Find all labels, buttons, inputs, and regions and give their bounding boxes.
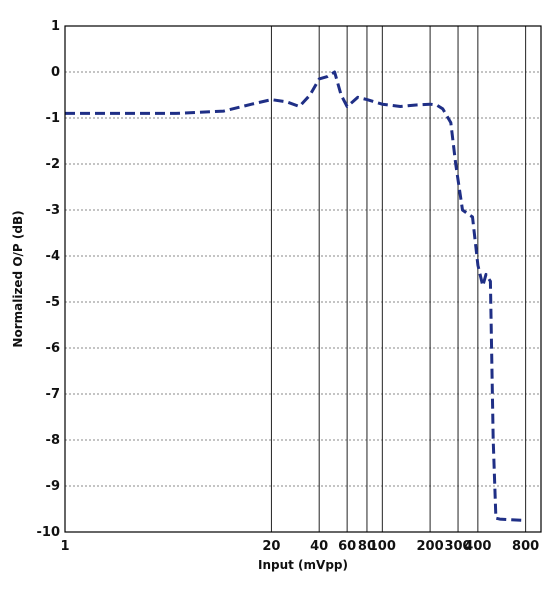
x-tick-label: 400	[464, 539, 491, 554]
y-axis-label: Normalized O/P (dB)	[11, 210, 25, 347]
x-axis-label: Input (mVpp)	[258, 558, 348, 572]
y-tick-label: -8	[46, 433, 60, 448]
x-tick-label: 300	[444, 539, 471, 554]
y-tick-label: 1	[51, 19, 60, 34]
y-tick-label: -6	[46, 341, 60, 356]
y-tick-label: -10	[37, 525, 61, 540]
y-tick-label: -3	[46, 203, 60, 218]
y-tick-label: 0	[51, 65, 60, 80]
plot-frame	[64, 25, 542, 533]
series-layer	[65, 70, 526, 522]
x-tick-label: 20	[262, 539, 280, 554]
y-tick-label: -2	[46, 157, 60, 172]
x-tick-label: 80	[358, 539, 376, 554]
x-tick-label: 1	[60, 539, 69, 554]
y-tick-label: -9	[46, 479, 60, 494]
y-tick-label: -7	[46, 387, 60, 402]
x-tick-label: 60	[338, 539, 356, 554]
y-tick-label: -4	[46, 249, 60, 264]
x-tick-label: 40	[310, 539, 328, 554]
grid-layer	[64, 25, 541, 533]
x-tick-label: 100	[369, 539, 396, 554]
series-line-0	[65, 70, 526, 522]
x-tick-label: 800	[512, 539, 539, 554]
y-tick-label: -1	[46, 111, 60, 126]
x-tick-label: 200	[417, 539, 444, 554]
y-tick-label: -5	[46, 295, 60, 310]
